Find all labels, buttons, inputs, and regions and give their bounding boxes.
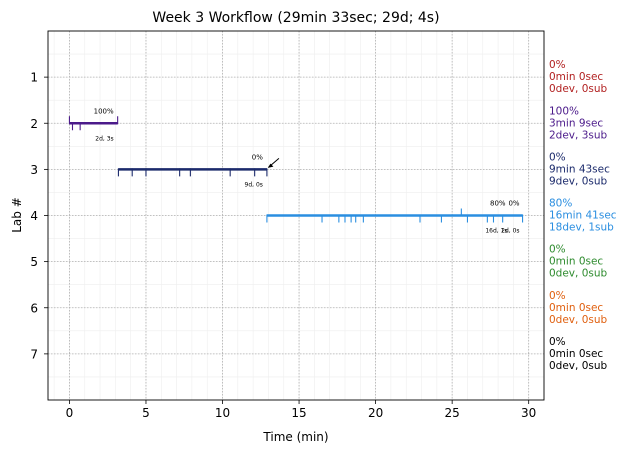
bar-counts-label: 16d, 1s xyxy=(485,228,507,235)
y-tick-label: 7 xyxy=(30,347,38,361)
bar-counts-label: 9d, 0s xyxy=(245,181,263,188)
lab-4-time: 16min 41sec xyxy=(549,210,617,222)
lab-6-time: 0min 0sec xyxy=(549,302,603,314)
lab-1-time: 0min 0sec xyxy=(549,71,603,83)
lab-2-time: 3min 9sec xyxy=(549,117,603,129)
y-tick-label: 6 xyxy=(30,301,38,315)
lab-1-counts: 0dev, 0sub xyxy=(549,83,608,95)
lab-5-counts: 0dev, 0sub xyxy=(549,268,608,280)
y-tick-label: 5 xyxy=(30,255,38,269)
x-tick-label: 5 xyxy=(142,406,150,420)
plot-frame xyxy=(47,30,545,401)
bar-percent-label: 0% xyxy=(252,153,263,161)
x-tick-label: 0 xyxy=(66,406,74,420)
lab-2-percent: 100% xyxy=(549,105,579,117)
y-tick-label: 1 xyxy=(30,71,38,85)
x-tick-label: 30 xyxy=(521,406,536,420)
y-tick-label: 2 xyxy=(30,117,38,131)
lab-5-percent: 0% xyxy=(549,244,566,256)
bar-counts-label: 2d, 3s xyxy=(95,135,113,142)
y-tick-label: 4 xyxy=(30,209,38,223)
lab-6-counts: 0dev, 0sub xyxy=(549,314,608,326)
lab-2-counts: 2dev, 3sub xyxy=(549,129,608,141)
y-axis-label: Lab # xyxy=(10,197,24,233)
x-tick-label: 10 xyxy=(215,406,230,420)
x-tick-label: 25 xyxy=(445,406,460,420)
lab-3-percent: 0% xyxy=(549,151,566,163)
x-axis-label: Time (min) xyxy=(262,430,328,444)
lab-5-time: 0min 0sec xyxy=(549,256,603,268)
y-tick-label: 3 xyxy=(30,163,38,177)
bar-percent-label: 100% xyxy=(94,107,114,115)
annotation-arrowhead xyxy=(267,163,274,168)
lab-4-percent: 80% xyxy=(549,198,572,210)
lab-3-time: 9min 43sec xyxy=(549,163,610,175)
x-tick-label: 15 xyxy=(291,406,306,420)
x-tick-label: 20 xyxy=(368,406,383,420)
chart-title: Week 3 Workflow (29min 33sec; 29d; 4s) xyxy=(152,10,439,26)
bar-percent-label: 80% xyxy=(490,200,506,208)
lab-7-time: 0min 0sec xyxy=(549,348,603,360)
lab-4-counts: 18dev, 1sub xyxy=(549,222,614,234)
lab-3-counts: 9dev, 0sub xyxy=(549,175,608,187)
lab-7-percent: 0% xyxy=(549,336,566,348)
lab-6-percent: 0% xyxy=(549,290,566,302)
bar-percent-label-2: 0% xyxy=(508,200,519,208)
bar-counts-label-2: 2d, 0s xyxy=(501,228,519,235)
lab-1-percent: 0% xyxy=(549,59,566,71)
plot-area: 0 5 10 15 20 25 30 1 2 3 4 5 6 7 100% 2d, 3s 0% 9d, 0s 80%… xyxy=(30,30,545,420)
lab-7-counts: 0dev, 0sub xyxy=(549,360,608,372)
